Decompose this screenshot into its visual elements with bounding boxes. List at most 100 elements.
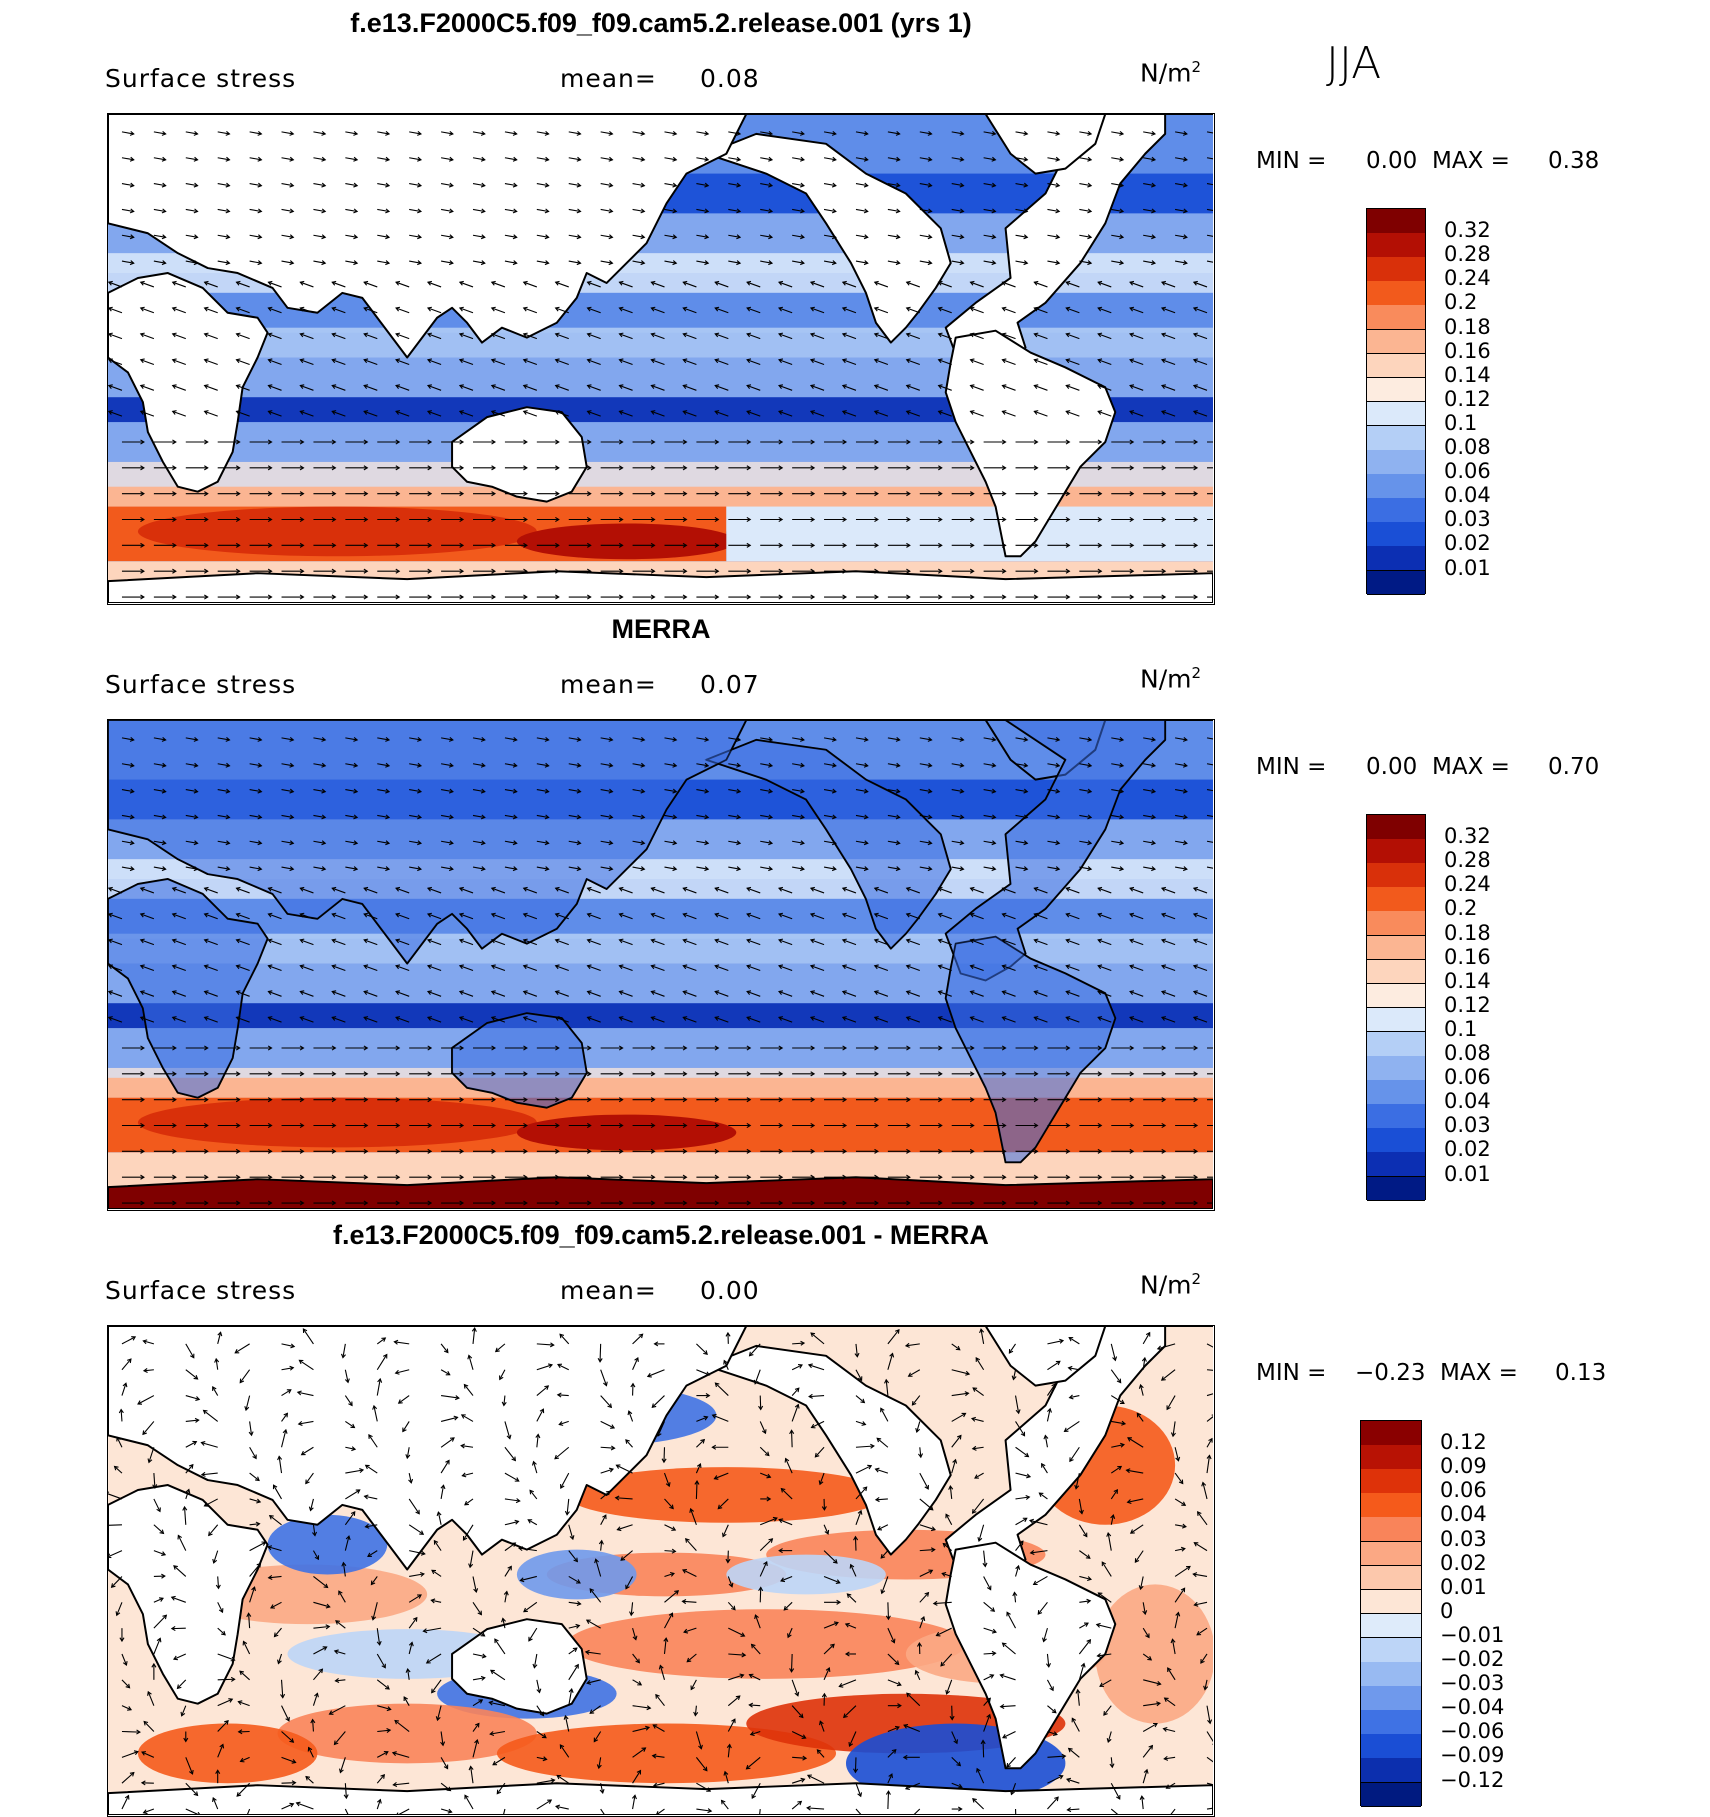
- colorbar-tick-label: −0.02: [1440, 1647, 1504, 1671]
- max-label: MAX =: [1432, 754, 1510, 780]
- colorbar-tick-label: −0.09: [1440, 1743, 1504, 1767]
- colorbar-swatch: [1361, 1469, 1421, 1494]
- colorbar-tick-label: 0.1: [1444, 1017, 1477, 1041]
- colorbar-swatch: [1367, 1080, 1425, 1105]
- colorbar-swatch: [1367, 1128, 1425, 1153]
- colorbar-tick-label: 0.18: [1444, 921, 1491, 945]
- colorbar-swatch: [1361, 1566, 1421, 1591]
- vector-arrow: [696, 1481, 697, 1499]
- variable-label: Surface stress: [105, 1276, 296, 1305]
- colorbar-swatch: [1361, 1614, 1421, 1639]
- vector-arrow: [218, 1679, 235, 1680]
- field-band: [138, 507, 537, 557]
- field-band: [517, 1115, 736, 1151]
- colorbar: [1360, 1420, 1422, 1806]
- colorbar-tick-label: 0.04: [1444, 1089, 1491, 1113]
- colorbar-swatch: [1367, 863, 1425, 888]
- colorbar-tick-label: 0.08: [1444, 435, 1491, 459]
- colorbar-swatch: [1367, 1008, 1425, 1033]
- vector-arrow: [888, 1602, 889, 1619]
- colorbar-tick-label: 0.06: [1444, 1065, 1491, 1089]
- vector-arrow: [888, 1791, 889, 1809]
- colorbar-tick-label: 0.16: [1444, 339, 1491, 363]
- min-value: 0.00: [1366, 754, 1417, 780]
- variable-label: Surface stress: [105, 670, 296, 699]
- vector-arrow: [600, 1344, 601, 1362]
- mean-value: 0.07: [700, 670, 760, 699]
- min-label: MIN =: [1256, 754, 1326, 780]
- colorbar-tick-label: −0.04: [1440, 1695, 1504, 1719]
- colorbar-swatch: [1367, 815, 1425, 840]
- colorbar-swatch: [1367, 209, 1425, 234]
- colorbar-swatch: [1367, 233, 1425, 258]
- min-value: −0.23: [1355, 1360, 1425, 1386]
- field-band: [108, 328, 1213, 358]
- units-exponent: 2: [1191, 1270, 1201, 1288]
- colorbar-tick-label: 0.2: [1444, 290, 1477, 314]
- colorbar-swatch: [1361, 1638, 1421, 1663]
- colorbar-tick-label: 0.1: [1444, 411, 1477, 435]
- colorbar-tick-label: −0.03: [1440, 1671, 1504, 1695]
- colorbar-tick-label: 0.01: [1444, 556, 1491, 580]
- vector-arrow: [792, 1430, 793, 1447]
- field-anomaly: [138, 1724, 318, 1784]
- colorbar-tick-label: −0.01: [1440, 1623, 1504, 1647]
- units-base: N/m: [1140, 664, 1191, 693]
- colorbar-swatch: [1361, 1734, 1421, 1759]
- colorbar-tick-label: 0.12: [1444, 387, 1491, 411]
- colorbar-tick-label: 0.02: [1440, 1551, 1487, 1575]
- field-anomaly: [726, 1555, 886, 1595]
- min-label: MIN =: [1256, 1360, 1326, 1386]
- colorbar-swatch: [1367, 281, 1425, 306]
- colorbar-swatch: [1367, 257, 1425, 282]
- field-band: [517, 523, 736, 559]
- vector-arrow: [664, 1447, 665, 1462]
- colorbar-swatch: [1367, 839, 1425, 864]
- panel-title: MERRA: [161, 614, 1161, 645]
- colorbar-tick-label: 0.24: [1444, 872, 1491, 896]
- colorbar-tick-label: 0.02: [1444, 1137, 1491, 1161]
- units-base: N/m: [1140, 58, 1191, 87]
- min-label: MIN =: [1256, 148, 1326, 174]
- colorbar-swatch: [1367, 330, 1425, 355]
- vector-arrow: [983, 1740, 984, 1757]
- colorbar-swatch: [1367, 571, 1425, 596]
- colorbar-swatch: [1367, 887, 1425, 912]
- colorbar-tick-label: 0.03: [1444, 1113, 1491, 1137]
- colorbar-swatch: [1367, 1056, 1425, 1081]
- map-panel: [107, 113, 1215, 605]
- colorbar-swatch: [1361, 1758, 1421, 1783]
- colorbar-swatch: [1367, 1104, 1425, 1129]
- colorbar-tick-label: 0.12: [1444, 993, 1491, 1017]
- colorbar-swatch: [1367, 474, 1425, 499]
- colorbar-swatch: [1367, 960, 1425, 985]
- colorbar-swatch: [1361, 1542, 1421, 1567]
- colorbar-tick-label: 0.14: [1444, 969, 1491, 993]
- colorbar-tick-label: 0: [1440, 1599, 1453, 1623]
- max-label: MAX =: [1432, 148, 1510, 174]
- vector-arrow: [122, 1732, 140, 1733]
- colorbar-tick-label: −0.06: [1440, 1719, 1504, 1743]
- units-exponent: 2: [1191, 58, 1201, 76]
- mean-value: 0.08: [700, 64, 760, 93]
- colorbar-swatch: [1361, 1686, 1421, 1711]
- colorbar-swatch: [1361, 1662, 1421, 1687]
- colorbar: [1366, 814, 1426, 1200]
- colorbar-swatch: [1367, 1177, 1425, 1202]
- vector-arrow: [855, 1757, 856, 1772]
- colorbar: [1366, 208, 1426, 594]
- colorbar-tick-label: 0.24: [1444, 266, 1491, 290]
- colorbar-tick-label: −0.12: [1440, 1768, 1504, 1792]
- units-label: N/m2: [1140, 664, 1201, 693]
- map-panel: [107, 719, 1215, 1211]
- field-anomaly: [567, 1609, 966, 1679]
- field-anomaly: [268, 1515, 388, 1575]
- max-value: 0.13: [1555, 1360, 1606, 1386]
- colorbar-tick-label: 0.32: [1444, 218, 1491, 242]
- colorbar-tick-label: 0.16: [1444, 945, 1491, 969]
- colorbar-swatch: [1367, 546, 1425, 571]
- min-value: 0.00: [1366, 148, 1417, 174]
- mean-label: mean=: [560, 64, 657, 93]
- colorbar-swatch: [1367, 305, 1425, 330]
- colorbar-swatch: [1367, 498, 1425, 523]
